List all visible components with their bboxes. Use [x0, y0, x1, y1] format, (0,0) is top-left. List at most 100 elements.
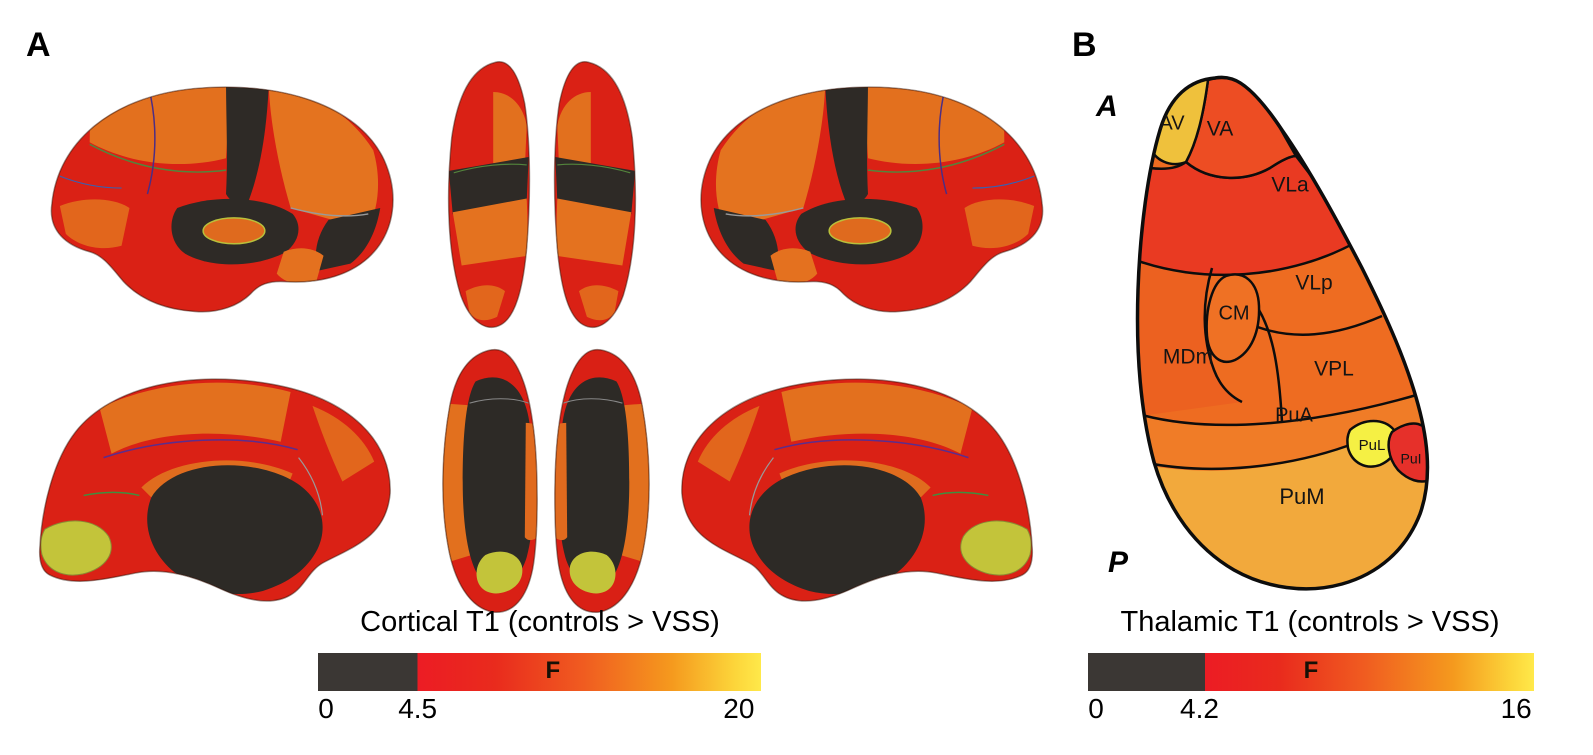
parcellation-border	[103, 439, 298, 459]
cortical-colorbar-stat-label: F	[545, 656, 561, 684]
thalamus-boundary-vlp-vpl	[1249, 314, 1383, 336]
cortical-tick-max: 20	[723, 693, 755, 724]
cortical-region-patch	[442, 403, 472, 563]
nucleus-label-va: VA	[1207, 118, 1233, 141]
insula-patch	[828, 217, 892, 245]
brain-outline	[38, 378, 391, 602]
nucleus-label-mdm: MDm	[1163, 346, 1213, 369]
ventral-dark-region	[462, 377, 534, 587]
thalamic-colorbar: F 0 4.2 16	[1088, 653, 1534, 724]
subcortical-dark-region	[147, 465, 323, 595]
occipital-green-patch	[40, 520, 112, 576]
thalamic-colorbar-title: Thalamic T1 (controls > VSS)	[1120, 606, 1500, 638]
panel-a-label: A	[26, 26, 51, 64]
ventral-right-hemisphere	[554, 349, 650, 613]
occipital-green-patch	[476, 551, 523, 594]
thalamic-tick-max: 16	[1500, 693, 1532, 724]
insula-patch	[202, 217, 266, 245]
cortical-region-patch	[964, 199, 1035, 249]
cortical-colorbar-gradient	[318, 653, 761, 691]
thalamus-region-mdm	[1137, 256, 1242, 416]
cortical-region-patch	[713, 207, 779, 271]
cortical-region-patch	[697, 405, 760, 482]
ventral-left-hemisphere	[442, 349, 538, 613]
nucleus-label-pum: PuM	[1279, 484, 1324, 509]
cortical-region-patch	[781, 382, 973, 454]
brain-lateral-left-view	[50, 86, 394, 313]
cortical-region-patch	[620, 403, 650, 563]
subcortical-dark-region	[749, 465, 925, 595]
brain-lateral-right-view	[700, 86, 1044, 313]
thalamus-diagram: AV VA VLa VLp CM MDm VPL PuA PuL PuI PuM	[1135, 75, 1430, 591]
thalamic-tick-min: 0	[1088, 693, 1104, 724]
cortical-region-patch	[557, 91, 591, 171]
nucleus-label-pua: PuA	[1275, 404, 1313, 426]
nucleus-label-pul: PuL	[1359, 437, 1386, 454]
nucleus-label-av: AV	[1159, 112, 1185, 134]
brain-dorsal-view	[447, 61, 637, 329]
central-sulcus-dark-band	[825, 87, 868, 204]
brain-outline	[553, 61, 637, 329]
nucleus-label-vla: VLa	[1271, 174, 1309, 197]
nucleus-label-vpl: VPL	[1314, 358, 1354, 381]
cortical-region-patch	[555, 198, 632, 266]
cortical-tick-threshold: 4.5	[398, 693, 438, 724]
ventral-dark-region	[558, 377, 630, 587]
cortical-region-patch	[715, 87, 826, 230]
cortical-region-patch	[578, 285, 619, 321]
posterior-label: P	[1108, 546, 1129, 579]
cortical-region-patch	[268, 87, 379, 230]
thalamus-boundary-mdm	[1203, 267, 1243, 404]
parcellation-border	[83, 491, 140, 497]
parcellation-border	[469, 398, 529, 404]
thalamus-outline	[1135, 75, 1430, 591]
anterior-label: A	[1096, 90, 1118, 123]
occipital-green-patch	[569, 551, 616, 594]
cortical-colorbar: F 0 4.5 20	[318, 653, 761, 724]
parcellation-border	[774, 439, 969, 459]
parcellation-border	[725, 207, 804, 217]
central-sulcus-dark-band	[555, 157, 636, 215]
cortical-region-patch	[59, 199, 130, 249]
brain-outline	[681, 378, 1034, 602]
nucleus-label-cm: CM	[1218, 302, 1249, 324]
brain-ventral-view	[442, 349, 650, 613]
cortical-region-patch	[99, 382, 291, 454]
cortical-region-patch	[493, 91, 527, 171]
thalamus-region-cm	[1205, 273, 1261, 363]
cortical-region-patch	[524, 422, 538, 541]
dorsal-left-hemisphere	[447, 61, 531, 329]
thalamic-colorbar-gradient	[1088, 653, 1534, 691]
brain-medial-right-view	[681, 378, 1034, 602]
brain-outline	[442, 349, 538, 613]
brain-medial-left-view	[38, 378, 391, 602]
brain-outline	[700, 86, 1044, 313]
parcellation-border	[932, 491, 989, 497]
thalamus-boundary-pum-top	[1141, 440, 1359, 471]
brain-outline	[554, 349, 650, 613]
brain-outline	[50, 86, 394, 313]
dorsal-right-hemisphere	[553, 61, 637, 329]
cortical-region-patch	[89, 87, 231, 165]
thalamus-region-pul	[1346, 419, 1399, 468]
brain-outline	[447, 61, 531, 329]
parcellation-border	[298, 457, 324, 516]
thalamus-region-pui	[1387, 422, 1428, 483]
cortical-region-patch	[312, 405, 375, 482]
cortical-region-patch	[465, 285, 506, 321]
cortical-region-patch	[863, 87, 1005, 165]
parcellation-border	[290, 207, 369, 217]
parcellation-border	[59, 175, 122, 189]
parcellation-border	[563, 398, 623, 404]
thalamic-tick-threshold: 4.2	[1180, 693, 1219, 724]
cortical-colorbar-title: Cortical T1 (controls > VSS)	[360, 606, 720, 638]
cortical-tick-min: 0	[318, 693, 334, 724]
thalamus-region-pua	[1138, 394, 1426, 470]
parcellation-border	[557, 163, 631, 174]
cortical-region-patch	[276, 248, 324, 284]
parcellation-border	[89, 143, 227, 173]
panel-b-label: B	[1072, 26, 1097, 64]
cortical-region-patch	[770, 248, 818, 284]
cortical-region-patch	[315, 207, 381, 271]
